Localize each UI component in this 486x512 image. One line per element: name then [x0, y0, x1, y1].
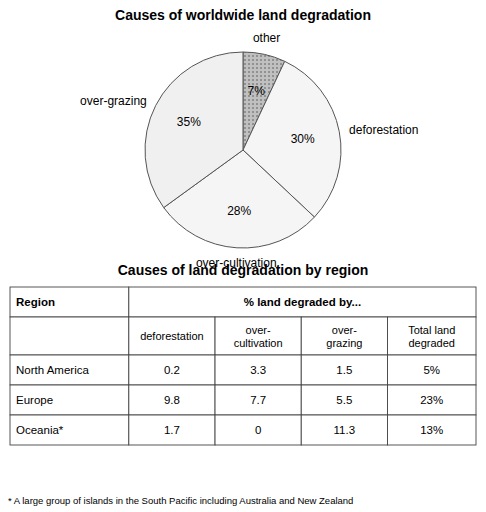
footnote: * A large group of islands in the South … [8, 495, 353, 506]
cell-text: Europe [16, 394, 53, 406]
pie-slice [145, 52, 243, 208]
table-cell [215, 415, 301, 445]
header-text: Total landdegraded [408, 324, 455, 349]
category-label: over-grazing [80, 94, 147, 108]
table-cell [387, 415, 476, 445]
cell-text: 0.2 [164, 364, 180, 376]
table-cell [301, 415, 387, 445]
table-title: Causes of land degradation by region [118, 262, 368, 278]
cell-text: 11.3 [334, 424, 356, 436]
slice-label: 35% [177, 115, 201, 129]
table-cell [301, 355, 387, 385]
cell-text: 1.7 [164, 424, 180, 436]
table-cell [387, 385, 476, 415]
header-text: over-cultivation [234, 324, 283, 349]
table-cell [10, 287, 129, 317]
cell-text: 1.5 [336, 364, 352, 376]
cell-text: Oceania* [16, 424, 64, 436]
header-text: deforestation [140, 330, 204, 342]
table-cell [129, 385, 215, 415]
pie-title: Causes of worldwide land degradation [115, 7, 371, 23]
pie [145, 52, 341, 248]
table-cell [387, 355, 476, 385]
table-cell [387, 317, 476, 355]
cell-text: North America [16, 364, 89, 376]
cell-text: 3.3 [250, 364, 266, 376]
cell-text: 23% [420, 394, 443, 406]
table-cell [129, 287, 476, 317]
table-cell [215, 355, 301, 385]
header-text: Region [16, 296, 55, 308]
slice-label: 28% [227, 204, 251, 218]
table-cell [10, 317, 129, 355]
table-cell [215, 317, 301, 355]
cell-text: 7.7 [250, 394, 266, 406]
table-cell [215, 385, 301, 415]
pie-labels: 7%30%28%35%otherdeforestationover-cultiv… [80, 31, 418, 270]
table-cell [129, 317, 215, 355]
cell-text: 13% [420, 424, 443, 436]
table-cell [10, 385, 129, 415]
cell-text: 9.8 [164, 394, 180, 406]
table-cell [301, 317, 387, 355]
cell-text: 5.5 [336, 394, 352, 406]
table-cell [301, 385, 387, 415]
slice-label: 30% [291, 132, 315, 146]
table: Region % land degraded by... deforestation… [10, 287, 476, 445]
table-cell [10, 415, 129, 445]
table-cell [10, 355, 129, 385]
cell-text: 0 [255, 424, 261, 436]
header-text: % land degraded by... [244, 296, 361, 308]
category-label: deforestation [349, 123, 418, 137]
category-label: other [253, 31, 280, 45]
cell-text: 5% [423, 364, 440, 376]
header-text: over-grazing [326, 324, 362, 349]
table-cell [129, 415, 215, 445]
slice-label: 7% [248, 84, 266, 98]
chart-canvas: Causes of worldwide land degradation 7% 30… [0, 0, 486, 512]
table-cell [129, 355, 215, 385]
